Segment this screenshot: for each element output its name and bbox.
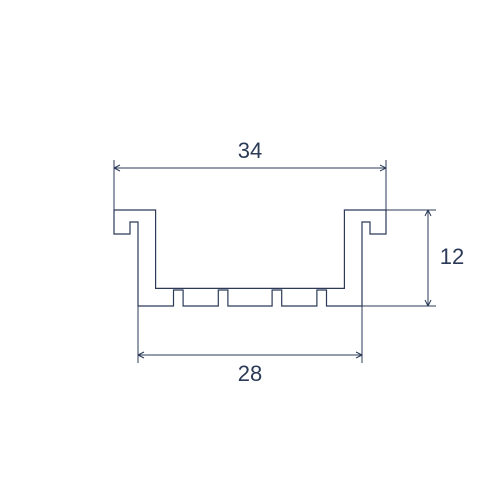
profile-outline	[114, 210, 386, 306]
dim-label-right: 12	[440, 244, 464, 269]
technical-drawing: 34 28 12	[0, 0, 500, 500]
dim-label-top: 34	[238, 138, 262, 163]
dim-label-bottom: 28	[238, 361, 262, 386]
